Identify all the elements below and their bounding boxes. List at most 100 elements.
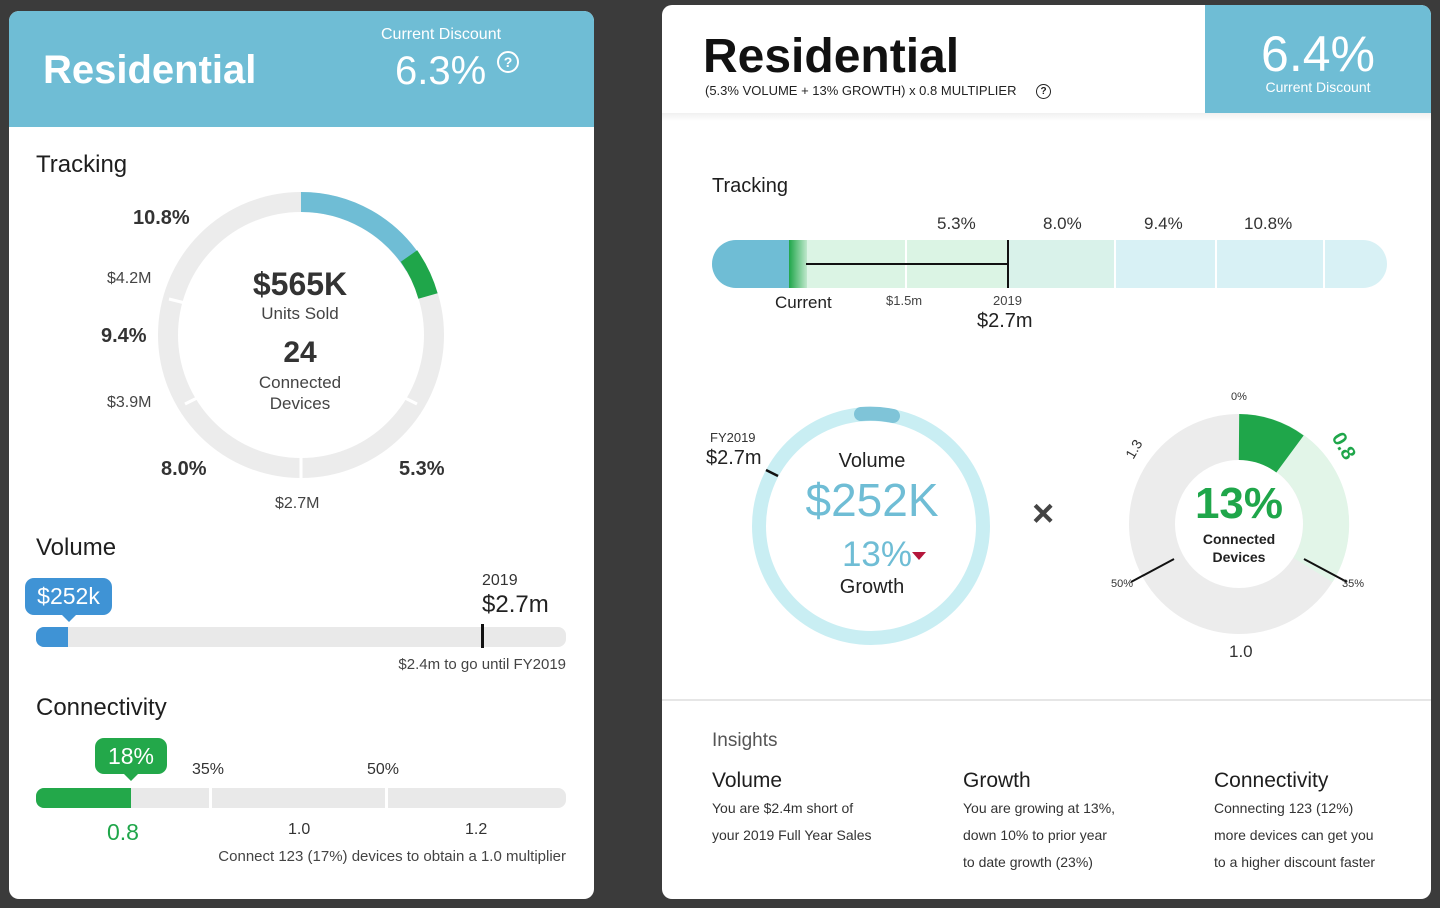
insight-line: more devices can get you [1214, 827, 1374, 843]
discount-formula: (5.3% VOLUME + 13% GROWTH) x 0.8 MULTIPL… [705, 83, 1017, 98]
tracking-heading: Tracking [36, 151, 128, 178]
left-discount-card: Residential Current Discount 6.3% ? Trac… [9, 11, 594, 899]
tracking-target-marker [1007, 240, 1009, 288]
connectivity-tick-35: 35% [192, 761, 225, 778]
ring-tick-50: 50% [1111, 578, 1134, 590]
growth-down-arrow-icon [912, 552, 926, 560]
ring-growth-label: Growth [839, 576, 905, 598]
right-discount-badge [1205, 5, 1431, 113]
volume-target-year: 2019 [482, 572, 518, 589]
gauge-label-2-7m: $2.7M [275, 495, 320, 512]
volume-progress-fill [36, 627, 68, 647]
left-card-header [9, 11, 594, 127]
ring-connectivity-value: 13% [1194, 479, 1284, 528]
ring-green-arc [1237, 414, 1304, 473]
track-year: 2019 [993, 293, 1022, 308]
connectivity-current-tag: 18% [95, 738, 167, 781]
gauge-label-4-2m: $4.2M [107, 270, 152, 287]
help-icon[interactable]: ? [497, 51, 519, 73]
connectivity-tick-50: 50% [367, 761, 400, 778]
volume-heading: Volume [36, 534, 117, 561]
units-sold-label: Units Sold [261, 304, 339, 323]
track-tick-8-0: 8.0% [1043, 214, 1082, 233]
tracking-gauge [158, 191, 444, 479]
insight-line: You are growing at 13%, [963, 800, 1116, 816]
connectivity-progress-bar [36, 788, 566, 808]
volume-ring-arc [854, 406, 900, 423]
tracking-divider-4 [1323, 240, 1325, 288]
insight-line: to date growth (23%) [963, 854, 1093, 870]
connectivity-note: Connect 123 (17%) devices to obtain a 1.… [218, 848, 566, 865]
help-icon[interactable]: ? [1036, 84, 1051, 99]
connectivity-divider-2 [385, 788, 388, 808]
connectivity-divider-1 [209, 788, 212, 808]
gauge-label-8-0: 8.0% [161, 458, 207, 480]
multiplier-current: 0.8 [107, 819, 139, 845]
volume-current-tag: $252k [25, 578, 112, 622]
right-discount-card: Residential (5.3% VOLUME + 13% GROWTH) x… [662, 5, 1431, 899]
insights-heading: Insights [712, 730, 778, 751]
insight-volume-title: Volume [712, 769, 783, 792]
volume-ring [752, 406, 990, 645]
ring-volume-title: Volume [838, 450, 906, 472]
track-target: $2.7m [977, 310, 1033, 332]
connectivity-ring [1129, 413, 1350, 634]
connected-devices-value: 24 [283, 336, 317, 369]
tracking-range-line [806, 263, 1008, 265]
gauge-label-5-3: 5.3% [399, 458, 445, 480]
insight-connectivity-text: Connecting 123 (12%) more devices can ge… [1214, 795, 1404, 876]
tracking-bar [712, 240, 1387, 288]
track-current-label: Current [775, 293, 832, 312]
ring-connectivity-label-2: Devices [1212, 549, 1266, 565]
tracking-current-fill [712, 240, 797, 288]
track-tick-5-3: 5.3% [937, 214, 976, 233]
left-discount-value: 6.3% [395, 49, 487, 93]
insight-line: your 2019 Full Year Sales [712, 827, 872, 843]
track-1-5m: $1.5m [886, 293, 923, 308]
volume-progress-bar [36, 627, 566, 647]
ring-mult-1-0: 1.0 [1229, 642, 1253, 661]
gauge-label-3-9m: $3.9M [107, 394, 152, 411]
gauge-label-9-4: 9.4% [101, 325, 147, 347]
ring-growth-value: 13% [841, 535, 912, 574]
left-discount-label: Current Discount [381, 26, 502, 43]
insight-line: down 10% to prior year [963, 827, 1107, 843]
insights-divider [662, 699, 1431, 701]
track-tick-9-4: 9.4% [1144, 214, 1183, 233]
insight-growth-title: Growth [963, 769, 1031, 792]
ring-connectivity-label-1: Connected [1202, 531, 1276, 547]
ring-fy-label: FY2019 [710, 430, 756, 445]
gauge-label-10-8: 10.8% [133, 207, 190, 229]
gauge-green-arc [400, 250, 438, 300]
tracking-divider-3 [1215, 240, 1217, 288]
ring-fy-value: $2.7m [706, 447, 762, 469]
gauge-volume-arc [300, 191, 424, 272]
insight-line: to a higher discount faster [1214, 854, 1376, 870]
insight-line: Connecting 123 (12%) [1214, 800, 1354, 816]
connectivity-heading: Connectivity [36, 694, 167, 721]
units-sold-value: $565K [252, 266, 348, 302]
multiplier-1-2: 1.2 [465, 821, 488, 838]
insight-line: You are $2.4m short of [712, 800, 854, 816]
volume-note: $2.4m to go until FY2019 [398, 656, 566, 673]
connectivity-progress-fill [36, 788, 132, 808]
ring-tick-0: 0% [1231, 391, 1247, 403]
connected-devices-label-1: Connected [258, 373, 342, 392]
right-discount-value: 6.4% [1261, 26, 1375, 82]
multiplier-1-0: 1.0 [288, 821, 311, 838]
tracking-green-edge [789, 240, 807, 288]
ring-tick-35: 35% [1342, 578, 1365, 590]
right-card-title: Residential [703, 30, 960, 83]
track-tick-10-8: 10.8% [1244, 214, 1293, 233]
multiply-icon: × [1032, 493, 1055, 535]
tracking-seg-2 [1007, 240, 1115, 288]
insight-growth-text: You are growing at 13%, down 10% to prio… [963, 795, 1153, 876]
header-shadow [662, 113, 1431, 121]
volume-target-marker [481, 624, 484, 648]
volume-target-value: $2.7m [482, 591, 549, 618]
right-tracking-heading: Tracking [712, 175, 788, 197]
tracking-divider-2 [1114, 240, 1116, 288]
insight-connectivity-title: Connectivity [1214, 769, 1329, 792]
left-card-title: Residential [43, 48, 257, 92]
connected-devices-label-2: Devices [269, 394, 331, 413]
